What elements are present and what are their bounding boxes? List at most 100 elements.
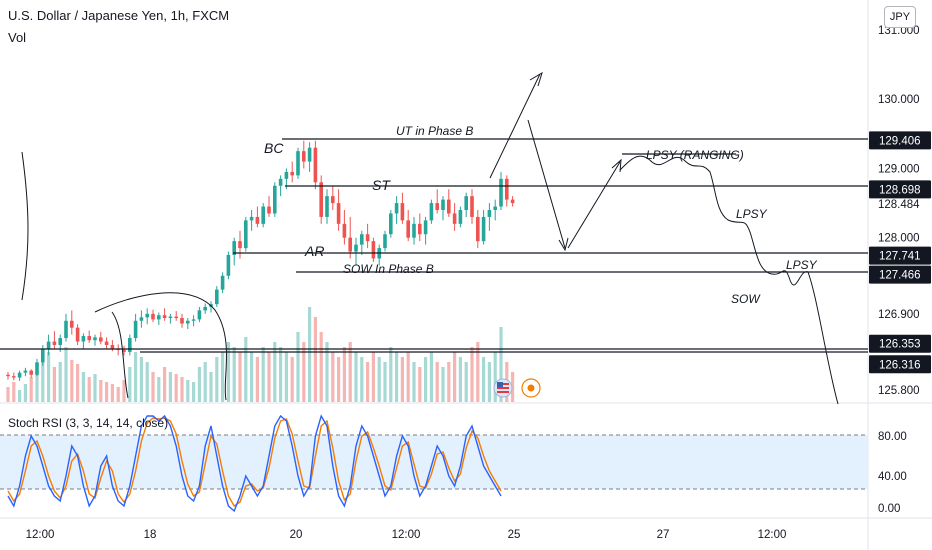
candle-body xyxy=(41,348,45,363)
volume-bar xyxy=(226,342,230,402)
volume-bar xyxy=(238,352,242,402)
candle-body xyxy=(429,203,434,221)
annotation-lpsy-1: LPSY xyxy=(736,207,768,221)
annotation-lpsy-ranging: LPSY (RANGING) xyxy=(646,148,744,162)
candle-body xyxy=(186,320,190,324)
volume-bar xyxy=(267,352,271,402)
candle-body xyxy=(157,315,161,320)
candle-body xyxy=(23,370,28,373)
price-tag-label: 127.741 xyxy=(879,251,921,263)
us-flag-icon[interactable] xyxy=(493,378,513,398)
volume-bar xyxy=(116,387,120,402)
volume-bar xyxy=(255,357,259,402)
price-tag-box xyxy=(869,334,931,353)
volume-bar xyxy=(221,352,225,402)
candle-body xyxy=(464,196,468,210)
volume-bar xyxy=(342,347,346,402)
candle-body xyxy=(423,220,428,235)
candle-body xyxy=(220,275,225,290)
dome-inner-curve-drawing xyxy=(111,311,129,399)
annotation-sow: SOW xyxy=(731,292,761,306)
volume-bar xyxy=(163,367,167,402)
volume-bar xyxy=(192,382,196,402)
annotation-ut-phase-b: UT in Phase B xyxy=(396,124,473,138)
volume-bar xyxy=(389,347,393,402)
volume-bar xyxy=(354,352,358,402)
candle-body xyxy=(162,315,167,318)
volume-bar xyxy=(58,362,62,402)
volume-bar xyxy=(371,352,375,402)
candle-body xyxy=(505,178,509,200)
price-axis[interactable]: 131.000 130.000 129.000 128.484 128.000 126.9… xyxy=(878,25,920,397)
price-tick-label: 126.900 xyxy=(878,309,920,321)
stoch-lines xyxy=(7,414,502,513)
volume-bar xyxy=(35,372,39,402)
candle-body xyxy=(278,178,283,186)
candle-body xyxy=(394,203,399,214)
volume-bar xyxy=(70,360,74,402)
time-tick-label: 25 xyxy=(508,529,521,541)
candle-body xyxy=(110,345,115,349)
volume-bar xyxy=(406,352,410,402)
price-tag-box xyxy=(869,131,931,150)
candle-body xyxy=(302,151,306,162)
candle-body xyxy=(348,237,352,252)
price-tag-label: 128.698 xyxy=(879,184,921,196)
volume-bar xyxy=(41,357,45,402)
volume-label[interactable]: Vol xyxy=(8,30,27,45)
candle-body xyxy=(64,320,68,339)
stoch-band xyxy=(0,435,868,489)
candle-body xyxy=(447,199,451,214)
price-tags: 129.406 128.698 127.741 127.466 126.353 126.3… xyxy=(869,131,931,374)
volume-bar xyxy=(105,382,109,402)
chart-title[interactable]: U.S. Dollar / Japanese Yen, 1h, FXCM xyxy=(8,8,230,23)
mid-up-arrow-head xyxy=(611,158,622,173)
volume-bar xyxy=(139,357,143,402)
level-lines[interactable] xyxy=(0,138,868,353)
price-tag-box xyxy=(869,355,931,374)
candle-body xyxy=(104,341,109,345)
candle-body xyxy=(418,223,422,235)
volume-bar xyxy=(157,377,161,402)
volume-bar xyxy=(168,372,172,402)
volume-bar xyxy=(209,372,213,402)
volume-bar xyxy=(383,362,387,402)
volume-bar xyxy=(232,347,236,402)
time-tick-label: 18 xyxy=(144,529,157,541)
volume-bar xyxy=(151,372,155,402)
volume-bar xyxy=(122,380,126,402)
economic-event-icon[interactable] xyxy=(521,378,541,398)
currency-button[interactable]: JPY xyxy=(884,6,916,28)
candle-body xyxy=(365,234,370,242)
candle-body xyxy=(191,319,196,321)
annotation-ar: AR xyxy=(304,243,324,259)
volume-bar xyxy=(261,347,265,402)
volume-bar xyxy=(308,307,312,402)
volume-bar xyxy=(412,362,416,402)
volume-bar xyxy=(296,332,300,402)
volume-bar xyxy=(52,367,56,402)
projected-price-path xyxy=(619,155,839,405)
candle-body xyxy=(336,203,341,224)
candles xyxy=(6,140,515,381)
candle-body xyxy=(470,196,474,217)
stoch-rsi-label[interactable]: Stoch RSI (3, 3, 14, 14, close) xyxy=(8,416,169,430)
volume-bar xyxy=(215,357,219,402)
candle-body xyxy=(139,317,144,321)
stoch-axis[interactable]: 80.00 40.00 0.00 xyxy=(878,431,907,515)
price-tag-label: 126.353 xyxy=(879,339,921,351)
time-axis[interactable]: 12:00 18 20 12:00 25 27 12:00 xyxy=(26,529,787,541)
candle-body xyxy=(133,320,138,339)
candle-body xyxy=(249,216,254,221)
volume-bar xyxy=(458,357,462,402)
price-tick-label: 130.000 xyxy=(878,94,920,106)
volume-bar xyxy=(99,380,103,402)
candle-body xyxy=(319,182,323,217)
candle-body xyxy=(267,206,271,214)
projection-drawings[interactable] xyxy=(21,71,839,405)
candle-body xyxy=(52,341,57,345)
volume-bar xyxy=(418,367,422,402)
candle-body xyxy=(290,171,294,176)
candle-body xyxy=(232,241,236,255)
